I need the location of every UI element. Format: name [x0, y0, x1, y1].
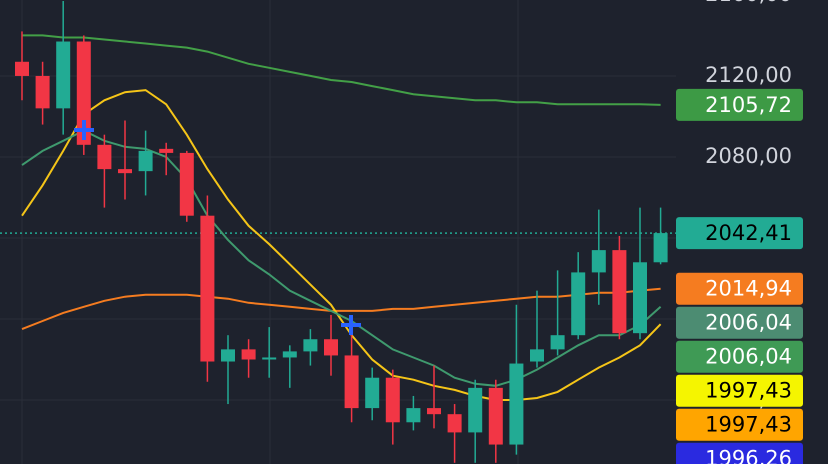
candle-body [118, 169, 132, 174]
price-badge-label: 1997,43 [705, 379, 792, 403]
price-badge-label: 2042,41 [705, 221, 792, 245]
ma-line [22, 34, 661, 106]
candle-body [591, 250, 606, 273]
candle-body [303, 339, 318, 352]
candle-body [406, 408, 421, 423]
ma-line [21, 89, 662, 401]
candle-body [612, 250, 627, 334]
price-badge-label: 2105,72 [705, 93, 792, 117]
candle-body [530, 349, 544, 362]
candle-body [200, 215, 215, 362]
price-badge-label: 1996,26 [705, 447, 792, 464]
candle-body [159, 148, 174, 153]
cross-marker [74, 120, 361, 335]
candle-body [15, 61, 29, 76]
candle-body [324, 339, 338, 356]
candle-body [550, 335, 565, 350]
price-badge-label: 2006,04 [705, 311, 792, 335]
price-badge [676, 408, 803, 441]
candle-body [365, 377, 380, 409]
candle-body [262, 357, 277, 360]
candle-body [241, 349, 256, 360]
candle-body [221, 349, 235, 362]
price-badge [676, 306, 803, 339]
price-badge-label: 1997,43 [705, 413, 792, 437]
candle-body [571, 272, 586, 336]
price-badge [676, 340, 803, 373]
ma-line [21, 129, 662, 387]
ma-line [21, 287, 661, 331]
price-badge [676, 88, 803, 121]
y-tick-label: 2120,00 [705, 63, 792, 87]
price-badge [676, 442, 803, 464]
candle-body [427, 408, 441, 415]
price-badge-label: 2006,04 [705, 345, 792, 369]
price-badge [676, 272, 803, 305]
price-badge-label: 2014,94 [705, 277, 792, 301]
candle-body [179, 152, 194, 216]
candle-body [76, 41, 91, 145]
candle-body [56, 41, 71, 109]
candle-body [447, 414, 462, 433]
candle-body [344, 355, 359, 409]
candle-body [97, 144, 112, 170]
price-badge [676, 374, 803, 407]
candle-body [653, 233, 668, 263]
y-tick-label: 2160,00 [705, 0, 792, 6]
candle-body [488, 387, 503, 445]
candle-body [35, 75, 50, 109]
candle-body [509, 363, 524, 445]
y-tick-label: 2080,00 [705, 144, 792, 168]
candle-body [468, 387, 483, 433]
price-badge [676, 217, 803, 250]
candle-body [138, 150, 153, 172]
candle-body [633, 262, 647, 334]
candle-body [385, 377, 400, 423]
candle-body [282, 351, 297, 358]
